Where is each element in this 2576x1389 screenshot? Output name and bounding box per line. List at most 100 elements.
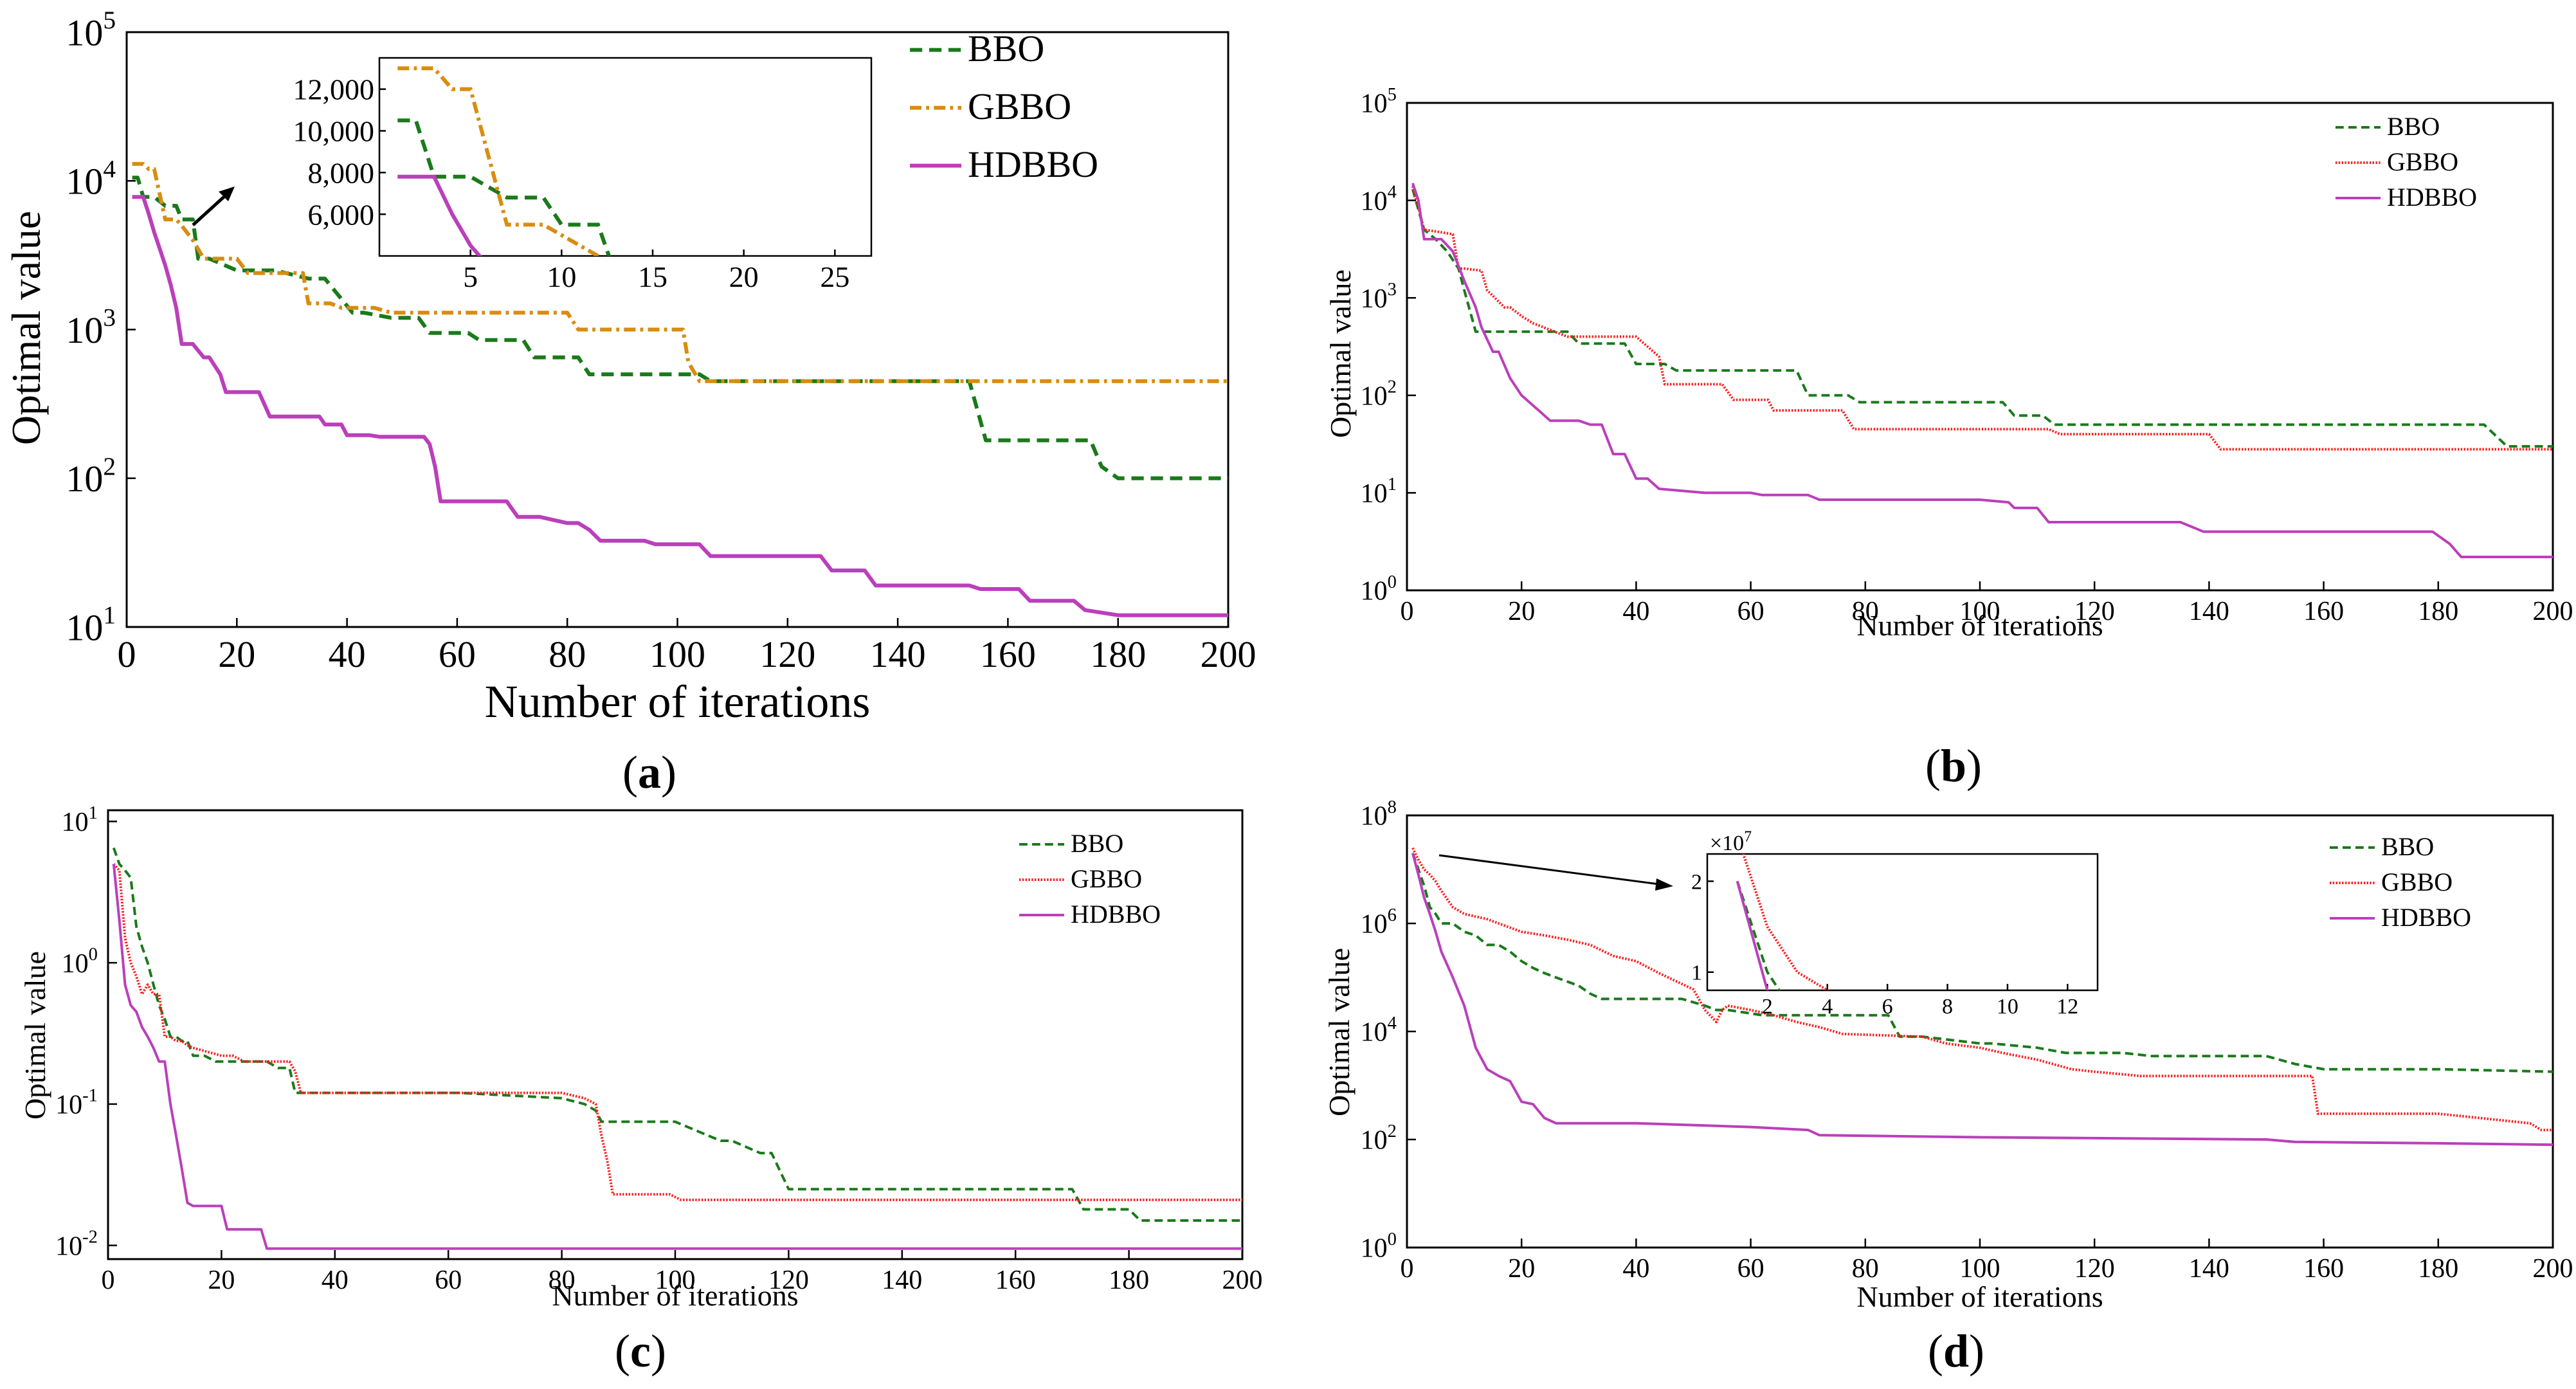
plot-area-b bbox=[1406, 102, 2554, 592]
series-line-gbbo bbox=[113, 863, 1242, 1201]
series-line-gbbo bbox=[132, 161, 1228, 383]
legend-label-gbbo: GBBO bbox=[968, 86, 1071, 127]
inset-x-tick-label: 8 bbox=[1942, 995, 1953, 1019]
inset-x-tick-label: 5 bbox=[463, 260, 478, 293]
x-tick-label: 100 bbox=[1960, 1254, 2000, 1284]
series-line-hdbbo bbox=[1411, 853, 2553, 1147]
panel-c: 0 20 40 60 80 100 120 140 160 180 200 10-2 10-1 100 10… bbox=[19, 803, 1263, 1377]
legend-label-gbbo: GBBO bbox=[2387, 147, 2458, 176]
inset-exponent-label: ×107 bbox=[1710, 828, 1752, 855]
y-tick-label: 10-1 bbox=[55, 1086, 98, 1120]
inset-x-tick-label: 15 bbox=[638, 260, 667, 293]
inset-y-tick-label: 6,000 bbox=[308, 198, 375, 231]
inset-x-tick-label: 25 bbox=[820, 260, 849, 293]
panel-d-label: (d) bbox=[1928, 1325, 1984, 1377]
legend-label-hdbbo: HDBBO bbox=[1071, 900, 1161, 929]
x-tick-label: 120 bbox=[2074, 1254, 2115, 1284]
panel-d-plot: 0 20 40 60 80 100 120 140 160 180 2001001021041061… bbox=[1323, 797, 2573, 1313]
y-tick-label: 102 bbox=[1361, 1121, 1397, 1156]
inset-y-tick-label: 1 bbox=[1691, 961, 1702, 985]
x-tick-label: 0 bbox=[102, 1266, 115, 1295]
inset-a: 5 10 15 20 25 6,000 8,000 10,000 12,000 bbox=[293, 57, 873, 293]
x-tick-label: 60 bbox=[435, 1266, 462, 1295]
y-axis-label: Optimal value bbox=[3, 211, 49, 445]
x-tick-label: 120 bbox=[2074, 597, 2115, 626]
x-tick-label: 180 bbox=[2418, 597, 2458, 626]
x-tick-label: 180 bbox=[2418, 1254, 2458, 1284]
panel-b: 0 20 40 60 80 100 120 140 160 180 200 100 101 102 103 1… bbox=[1324, 85, 2573, 792]
y-tick-label: 104 bbox=[66, 154, 116, 202]
series-line-bbo bbox=[1411, 853, 2553, 1073]
y-tick-label: 101 bbox=[66, 601, 116, 648]
panel-b-label: (b) bbox=[1925, 740, 1982, 792]
legend-label-bbo: BBO bbox=[2381, 832, 2434, 861]
x-tick-label: 60 bbox=[1737, 1254, 1764, 1284]
x-tick-label: 40 bbox=[329, 633, 366, 675]
panel-a-label: (a) bbox=[622, 747, 676, 798]
x-tick-label: 160 bbox=[2303, 597, 2344, 626]
inset-y-tick-label: 10,000 bbox=[293, 115, 375, 148]
inset-x-tick-label: 12 bbox=[2056, 995, 2078, 1019]
x-tick-label: 100 bbox=[1960, 597, 2000, 626]
x-tick-label: 0 bbox=[118, 633, 136, 675]
x-tick-label: 20 bbox=[208, 1266, 235, 1295]
series-group-c bbox=[112, 847, 1242, 1250]
x-tick-label: 180 bbox=[1109, 1266, 1149, 1295]
y-tick-label: 102 bbox=[66, 452, 116, 500]
x-tick-label: 80 bbox=[1852, 1254, 1879, 1284]
y-tick-label: 104 bbox=[1361, 1013, 1397, 1048]
y-tick-label: 100 bbox=[1361, 572, 1397, 606]
y-tick-label: 104 bbox=[1361, 182, 1397, 216]
series-line-bbo bbox=[112, 847, 1242, 1222]
panel-a-plot: 0 20 40 60 80 100 120 140 160 180 200 101 102 103 104 1… bbox=[3, 6, 1256, 727]
y-axis-label: Optimal value bbox=[1323, 948, 1356, 1116]
y-tick-label: 10-2 bbox=[55, 1228, 98, 1262]
x-axis-label: Number of iterations bbox=[1856, 609, 2103, 642]
legend-label-bbo: BBO bbox=[968, 28, 1044, 69]
x-axis-label: Number of iterations bbox=[485, 676, 871, 727]
legend-label-hdbbo: HDBBO bbox=[2381, 903, 2471, 932]
x-tick-label: 140 bbox=[2189, 1254, 2229, 1284]
series-group-d bbox=[1411, 847, 2553, 1147]
inset-x-tick-label: 2 bbox=[1762, 995, 1773, 1019]
series-group-b bbox=[1411, 183, 2553, 559]
inset-arrow-a bbox=[192, 186, 235, 226]
panel-d: 0 20 40 60 80 100 120 140 160 180 2001001021041061… bbox=[1323, 797, 2573, 1377]
x-tick-label: 40 bbox=[1622, 597, 1649, 626]
inset-x-tick-label: 4 bbox=[1822, 995, 1833, 1019]
inset-y-tick-label: 8,000 bbox=[308, 156, 375, 189]
y-tick-label: 101 bbox=[62, 803, 98, 837]
x-tick-label: 0 bbox=[1401, 597, 1414, 626]
inset-line-bbo bbox=[397, 118, 612, 256]
x-axis-label: Number of iterations bbox=[1856, 1280, 2103, 1313]
panel-b-plot: 0 20 40 60 80 100 120 140 160 180 200 100 101 102 103 1… bbox=[1324, 85, 2573, 642]
x-tick-label: 100 bbox=[655, 1266, 696, 1295]
x-tick-label: 60 bbox=[439, 633, 476, 675]
x-tick-label: 0 bbox=[1401, 1254, 1414, 1284]
series-line-bbo bbox=[132, 176, 1228, 480]
x-tick-label: 140 bbox=[2189, 597, 2229, 626]
x-tick-label: 20 bbox=[1508, 1254, 1535, 1284]
legend-label-gbbo: GBBO bbox=[1071, 864, 1142, 893]
y-tick-label: 103 bbox=[1361, 280, 1397, 314]
x-tick-label: 200 bbox=[1201, 633, 1256, 675]
y-tick-label: 100 bbox=[62, 945, 98, 979]
y-tick-label: 103 bbox=[66, 304, 116, 351]
panel-c-label: (c) bbox=[615, 1325, 666, 1377]
y-tick-label: 102 bbox=[1361, 377, 1397, 412]
inset-y-tick-label: 12,000 bbox=[293, 73, 375, 106]
legend-label-gbbo: GBBO bbox=[2381, 867, 2453, 896]
y-axis-label: Optimal value bbox=[1324, 269, 1357, 438]
inset-x-tick-label: 6 bbox=[1882, 995, 1893, 1019]
panel-a: 0 20 40 60 80 100 120 140 160 180 200 101 102 103 104 1… bbox=[3, 6, 1256, 798]
y-axis-label: Optimal value bbox=[19, 951, 51, 1120]
legend-label-bbo: BBO bbox=[1071, 829, 1123, 858]
x-tick-label: 160 bbox=[980, 633, 1036, 675]
x-tick-label: 60 bbox=[1737, 597, 1764, 626]
x-tick-label: 200 bbox=[1222, 1266, 1263, 1295]
series-line-gbbo bbox=[1411, 847, 2553, 1132]
x-axis-label: Number of iterations bbox=[552, 1279, 798, 1312]
y-tick-label: 105 bbox=[1361, 85, 1397, 119]
